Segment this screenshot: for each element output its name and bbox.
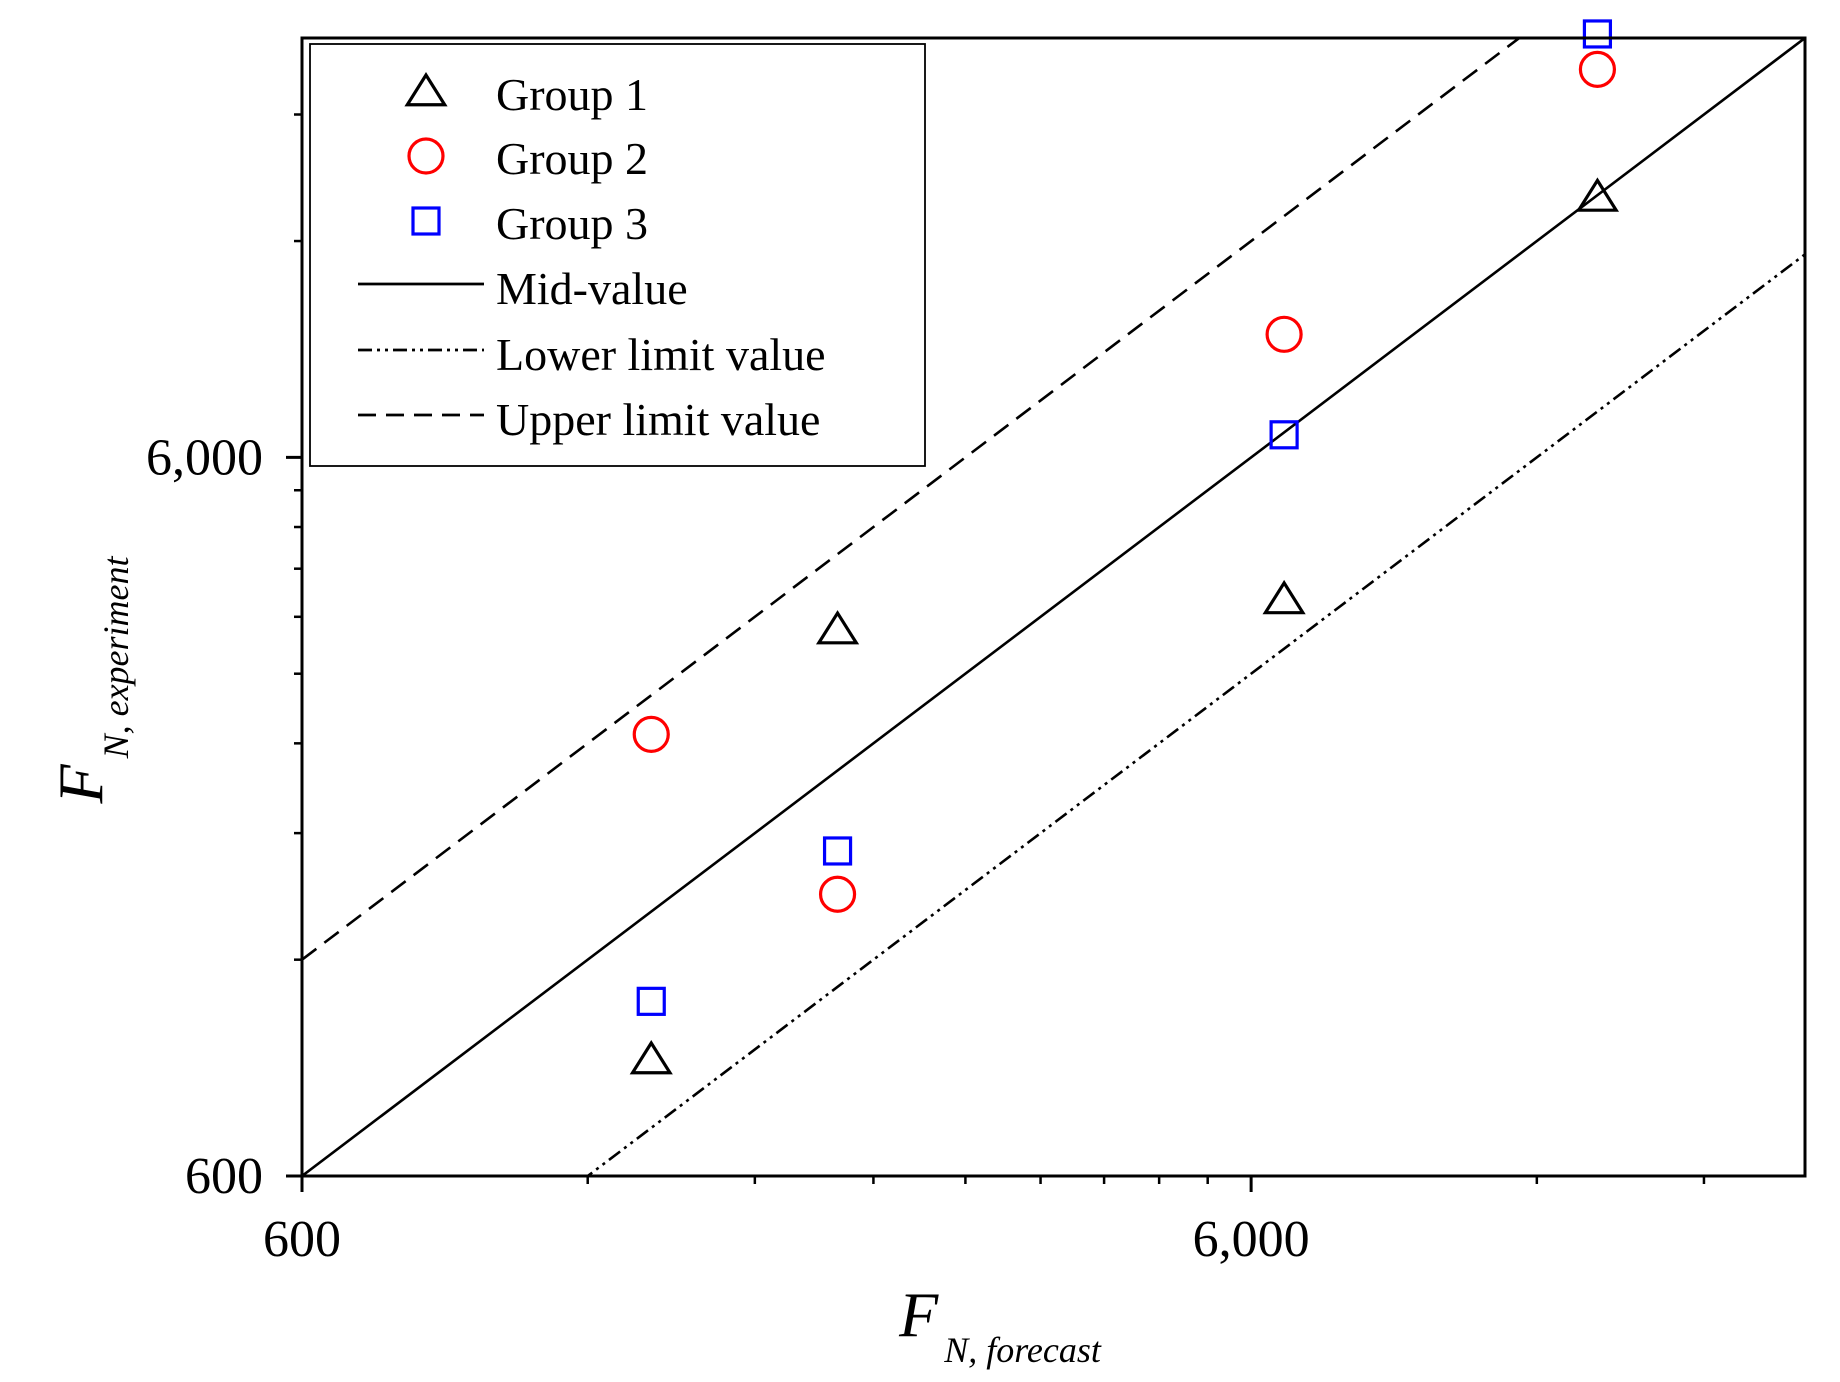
y-axis-label: F N, experiment — [45, 555, 136, 804]
point-group-1[interactable] — [815, 610, 860, 645]
plot-frame — [300, 36, 1807, 1178]
legend-label-lower-limit-value: Lower limit value — [496, 329, 826, 380]
point-group-3[interactable] — [636, 986, 666, 1016]
legend-label-group-2: Group 2 — [496, 133, 648, 184]
point-group-1[interactable] — [629, 1040, 673, 1075]
point-group-3[interactable] — [1269, 420, 1299, 450]
x-axis-label-subscript: N, forecast — [943, 1330, 1102, 1370]
y-tick-label: 6,000 — [146, 429, 263, 486]
x-tick-label: 6,000 — [1193, 1211, 1310, 1268]
point-group-3[interactable] — [822, 836, 853, 866]
x-tick-label: 600 — [263, 1211, 341, 1268]
y-axis-label-main: F — [45, 764, 116, 805]
legend-label-mid-value: Mid-value — [496, 263, 688, 314]
legend-label-group-3: Group 3 — [496, 198, 648, 249]
point-group-1[interactable] — [1575, 177, 1620, 212]
line-mid-value — [302, 38, 1805, 1176]
legend-swatch-group-3[interactable] — [411, 206, 441, 236]
legend-swatch-group-1[interactable] — [404, 71, 448, 107]
point-group-2[interactable] — [1578, 50, 1617, 88]
point-group-1[interactable] — [1262, 579, 1306, 615]
legend-swatch-group-2[interactable] — [407, 137, 445, 175]
legend-label-upper-limit-value: Upper limit value — [496, 394, 820, 445]
point-group-2[interactable] — [818, 875, 857, 913]
line-upper-limit-value — [302, 38, 1522, 961]
legend-box — [309, 43, 926, 467]
y-axis-label-subscript: N, experiment — [96, 555, 136, 759]
x-axis-label-main: F — [898, 1279, 939, 1350]
x-axis-label: F N, forecast — [898, 1279, 1102, 1370]
point-group-2[interactable] — [1265, 315, 1303, 353]
y-tick-label: 600 — [185, 1148, 263, 1205]
point-group-3[interactable] — [1582, 19, 1613, 49]
legend-label-group-1: Group 1 — [496, 69, 648, 120]
point-group-2[interactable] — [632, 715, 670, 753]
